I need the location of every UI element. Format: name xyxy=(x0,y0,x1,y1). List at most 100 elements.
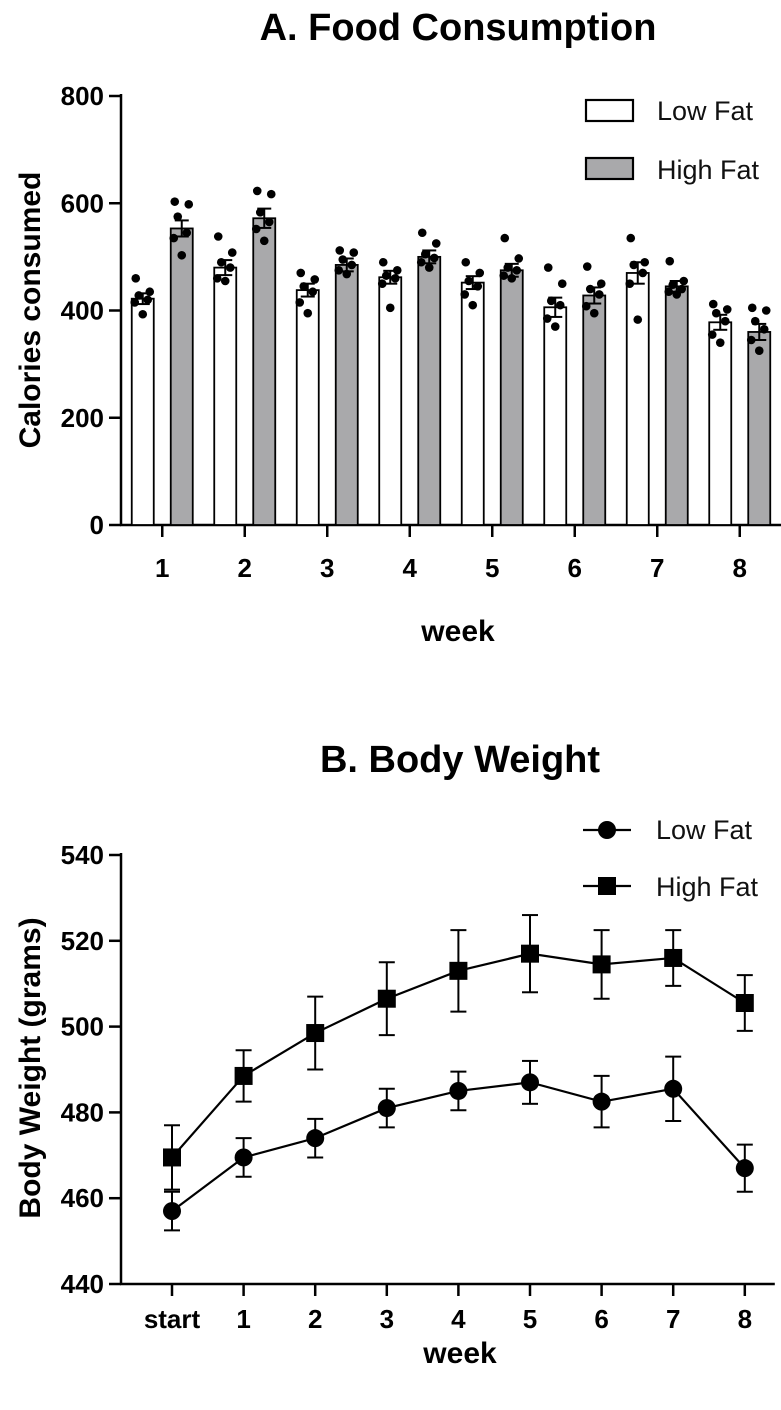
y-tick-label-800: 800 xyxy=(61,81,104,111)
x-tick-label-2: 2 xyxy=(238,553,252,583)
data-point-high-fat-week-6-1 xyxy=(582,262,592,271)
x-tick-label-b-8: 8 xyxy=(738,1304,752,1334)
data-point-low-fat-week-6-3 xyxy=(546,296,556,306)
bar-low-fat-week-6 xyxy=(543,306,568,526)
data-point-high-fat-week-3-4 xyxy=(347,260,357,270)
data-point-high-fat-week-4-4 xyxy=(429,253,439,263)
data-point-high-fat-week-2-2 xyxy=(266,189,276,199)
chart-a-x-axis-label: week xyxy=(420,615,495,648)
x-tick-label-b-7: 7 xyxy=(666,1304,680,1334)
data-point-high-fat-week-1-2 xyxy=(184,200,194,209)
data-point-low-fat-week-1-1 xyxy=(131,274,141,283)
chart-a-title: A. Food Consumption xyxy=(260,7,657,49)
data-point-low-fat-week-6-2 xyxy=(557,279,567,288)
chart-b-tick-labels: 440 460 480 500 520 540 start 1 2 3 4 5 6 7 8 xyxy=(61,840,752,1334)
bar-low-fat-week-3 xyxy=(295,289,320,526)
marker-high-fat-7 xyxy=(664,948,683,967)
legend-label-high-fat-b: High Fat xyxy=(656,872,759,902)
bar-high-fat-week-5 xyxy=(499,269,524,526)
data-point-low-fat-week-4-5 xyxy=(377,279,387,288)
data-point-low-fat-week-8-2 xyxy=(722,305,732,314)
data-point-low-fat-week-5-3 xyxy=(464,276,474,286)
data-point-high-fat-week-6-4 xyxy=(594,290,604,299)
legend-swatch-high-fat xyxy=(584,156,635,181)
marker-high-fat-1 xyxy=(234,1066,253,1085)
data-point-low-fat-week-3-4 xyxy=(308,287,318,297)
y-tick-label-b-480: 480 xyxy=(61,1097,104,1127)
chart-b-axes xyxy=(109,853,775,1296)
x-tick-label-b-5: 5 xyxy=(523,1304,537,1334)
marker-low-fat-5 xyxy=(521,1073,539,1092)
data-point-low-fat-week-8-5 xyxy=(707,330,717,339)
data-point-low-fat-week-3-6 xyxy=(303,308,313,318)
marker-low-fat-4 xyxy=(449,1081,468,1100)
marker-high-fat-2 xyxy=(306,1024,325,1043)
chart-a-legend: Low Fat High Fat xyxy=(584,96,760,185)
chart-b-x-axis-label: week xyxy=(422,1337,497,1370)
y-tick-label-0: 0 xyxy=(90,510,104,540)
x-tick-label-b-6: 6 xyxy=(594,1304,608,1334)
chart-a-tick-labels: 0 200 400 600 800 1 2 3 4 5 6 7 8 xyxy=(61,81,747,583)
data-point-high-fat-week-3-3 xyxy=(338,255,348,264)
data-point-low-fat-week-8-4 xyxy=(720,316,730,326)
data-point-high-fat-week-6-6 xyxy=(589,308,599,318)
y-tick-label-b-540: 540 xyxy=(61,840,104,870)
marker-low-fat-3 xyxy=(377,1099,396,1118)
data-point-high-fat-week-2-3 xyxy=(255,208,265,217)
data-point-low-fat-week-5-1 xyxy=(461,257,471,267)
data-point-high-fat-week-4-1 xyxy=(417,228,427,238)
x-tick-label-3: 3 xyxy=(320,553,334,583)
data-point-high-fat-week-6-2 xyxy=(596,279,606,288)
marker-high-fat-5 xyxy=(521,944,539,963)
data-point-high-fat-week-8-4 xyxy=(759,324,769,334)
x-tick-label-b-start: start xyxy=(144,1304,201,1334)
data-point-high-fat-week-8-5 xyxy=(746,335,756,345)
food-consumption-chart: A. Food Consumption Calories consumed we… xyxy=(14,7,781,648)
y-tick-label-b-520: 520 xyxy=(61,926,104,956)
data-point-low-fat-week-7-1 xyxy=(626,233,636,243)
bar-low-fat-week-4 xyxy=(378,276,403,526)
legend-label-high-fat: High Fat xyxy=(657,155,760,185)
data-point-low-fat-week-2-5 xyxy=(212,274,222,283)
data-point-high-fat-week-8-2 xyxy=(761,306,771,315)
data-point-high-fat-week-4-2 xyxy=(431,239,441,248)
y-tick-label-600: 600 xyxy=(61,188,104,218)
data-point-high-fat-week-5-5 xyxy=(499,271,509,280)
data-point-high-fat-week-3-1 xyxy=(335,246,345,255)
x-tick-label-b-4: 4 xyxy=(451,1304,466,1334)
x-tick-label-6: 6 xyxy=(568,553,582,583)
marker-low-fat-8 xyxy=(735,1159,754,1178)
bar-low-fat-week-2 xyxy=(213,266,238,526)
bar-low-fat-week-1 xyxy=(130,297,155,526)
y-tick-label-400: 400 xyxy=(61,296,104,326)
x-tick-label-b-1: 1 xyxy=(236,1304,250,1334)
chart-a-points xyxy=(130,186,771,356)
data-point-low-fat-week-4-6 xyxy=(385,303,395,313)
bar-high-fat-week-6 xyxy=(582,294,607,526)
data-point-high-fat-week-1-3 xyxy=(173,212,183,221)
bar-high-fat-week-8 xyxy=(747,331,772,526)
x-tick-label-b-2: 2 xyxy=(308,1304,322,1334)
data-point-high-fat-week-2-5 xyxy=(251,224,261,234)
x-tick-label-4: 4 xyxy=(403,553,418,583)
marker-high-fat-6 xyxy=(592,955,611,974)
data-point-high-fat-week-2-4 xyxy=(264,217,274,227)
bar-high-fat-week-2 xyxy=(252,217,277,526)
data-point-low-fat-week-3-5 xyxy=(295,298,305,307)
marker-low-fat-2 xyxy=(306,1129,325,1148)
data-point-low-fat-week-6-5 xyxy=(542,314,552,323)
data-point-low-fat-week-1-6 xyxy=(138,309,148,319)
chart-a-y-axis-label: Calories consumed xyxy=(14,172,47,449)
x-tick-label-b-3: 3 xyxy=(380,1304,394,1334)
bar-high-fat-week-4 xyxy=(417,255,442,526)
data-point-low-fat-week-5-2 xyxy=(475,268,485,278)
marker-low-fat-1 xyxy=(234,1148,253,1167)
data-point-low-fat-week-6-4 xyxy=(555,300,565,310)
data-point-high-fat-week-1-6 xyxy=(177,250,187,260)
data-point-high-fat-week-5-1 xyxy=(500,233,510,243)
data-point-high-fat-week-7-1 xyxy=(665,256,675,266)
data-point-high-fat-week-4-5 xyxy=(416,257,426,267)
data-point-high-fat-week-2-6 xyxy=(259,236,269,246)
data-point-high-fat-week-1-1 xyxy=(170,197,180,206)
